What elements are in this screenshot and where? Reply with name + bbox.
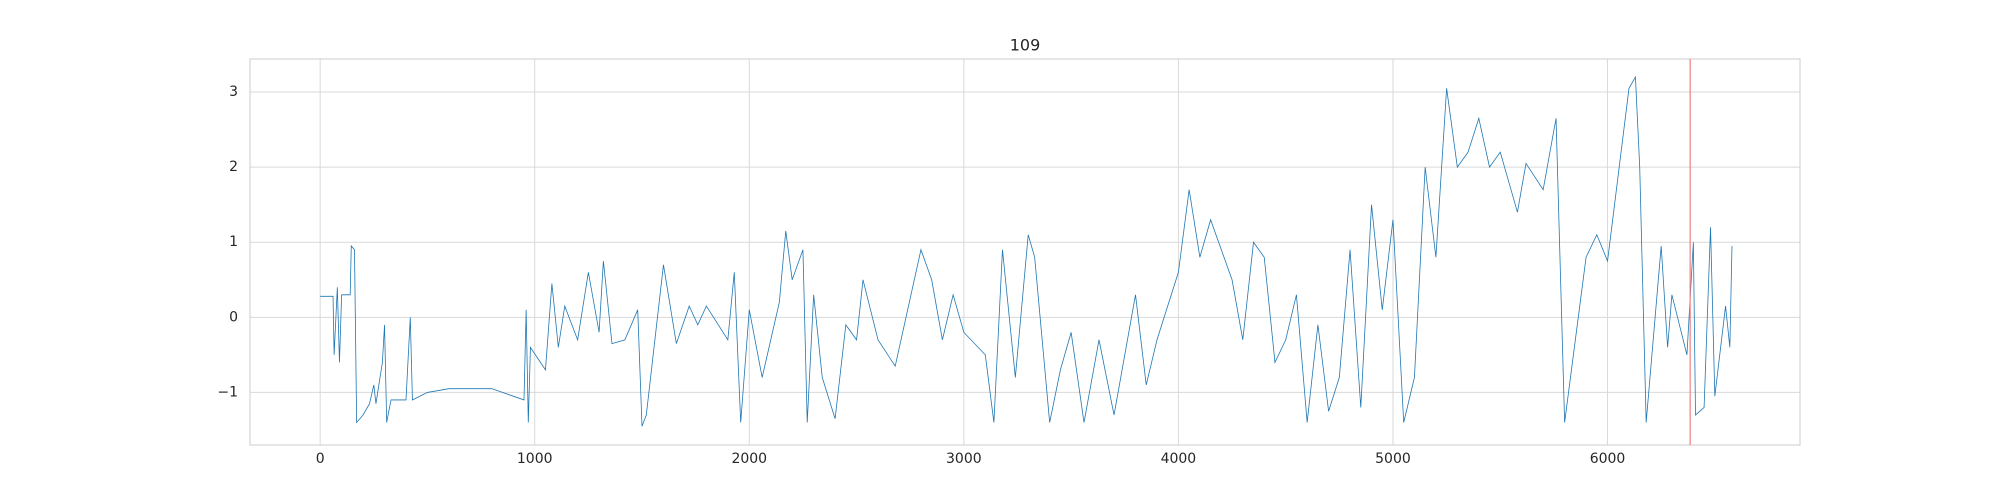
x-tick-label: 1000 — [517, 451, 553, 467]
plot-frame — [249, 58, 1801, 446]
y-tick-label: 1 — [229, 234, 238, 250]
y-tick-label: −1 — [217, 384, 238, 400]
x-tick-label: 2000 — [731, 451, 767, 467]
data-line — [320, 75, 1733, 427]
x-tick-label: 6000 — [1590, 451, 1626, 467]
x-tick-label: 0 — [316, 451, 325, 467]
x-tick-label: 3000 — [946, 451, 982, 467]
y-tick-label: 3 — [229, 84, 238, 100]
y-tick-label: 0 — [229, 309, 238, 325]
x-tick-label: 5000 — [1375, 451, 1411, 467]
chart-title: 109 — [1010, 36, 1041, 55]
y-tick-label: 2 — [229, 159, 238, 175]
x-tick-label: 4000 — [1161, 451, 1197, 467]
